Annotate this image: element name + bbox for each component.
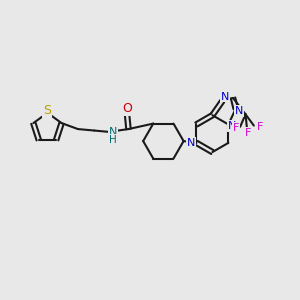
Text: F: F — [232, 123, 239, 133]
Text: F: F — [244, 128, 251, 138]
Text: F: F — [256, 122, 263, 132]
Text: O: O — [122, 102, 132, 115]
Text: N: N — [220, 92, 229, 102]
Text: N: N — [228, 121, 236, 131]
Text: N: N — [235, 106, 244, 116]
Text: H: H — [109, 135, 117, 145]
Text: S: S — [44, 104, 52, 117]
Text: N: N — [187, 138, 195, 148]
Text: N: N — [109, 127, 117, 137]
